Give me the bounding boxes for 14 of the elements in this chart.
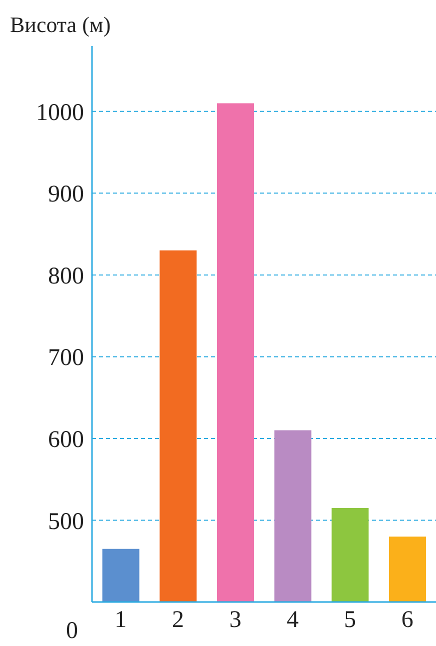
x-tick-label: 1 <box>114 607 127 634</box>
y-tick-label: 1000 <box>36 100 84 126</box>
y-tick-label: 600 <box>48 426 84 453</box>
y-tick-label: 500 <box>48 508 84 535</box>
x-tick-label: 3 <box>229 607 242 634</box>
x-tick-label: 2 <box>172 607 184 634</box>
y-tick-label: 700 <box>48 345 84 372</box>
y-tick-label: 800 <box>48 263 84 290</box>
y-axis-title: Висота (м) <box>10 12 111 38</box>
x-tick-label: 4 <box>286 607 299 634</box>
text: 0 <box>66 618 78 645</box>
x-tick-label: 6 <box>401 607 414 634</box>
y-tick-label: 900 <box>48 182 84 208</box>
x-tick-label: 5 <box>344 607 356 634</box>
